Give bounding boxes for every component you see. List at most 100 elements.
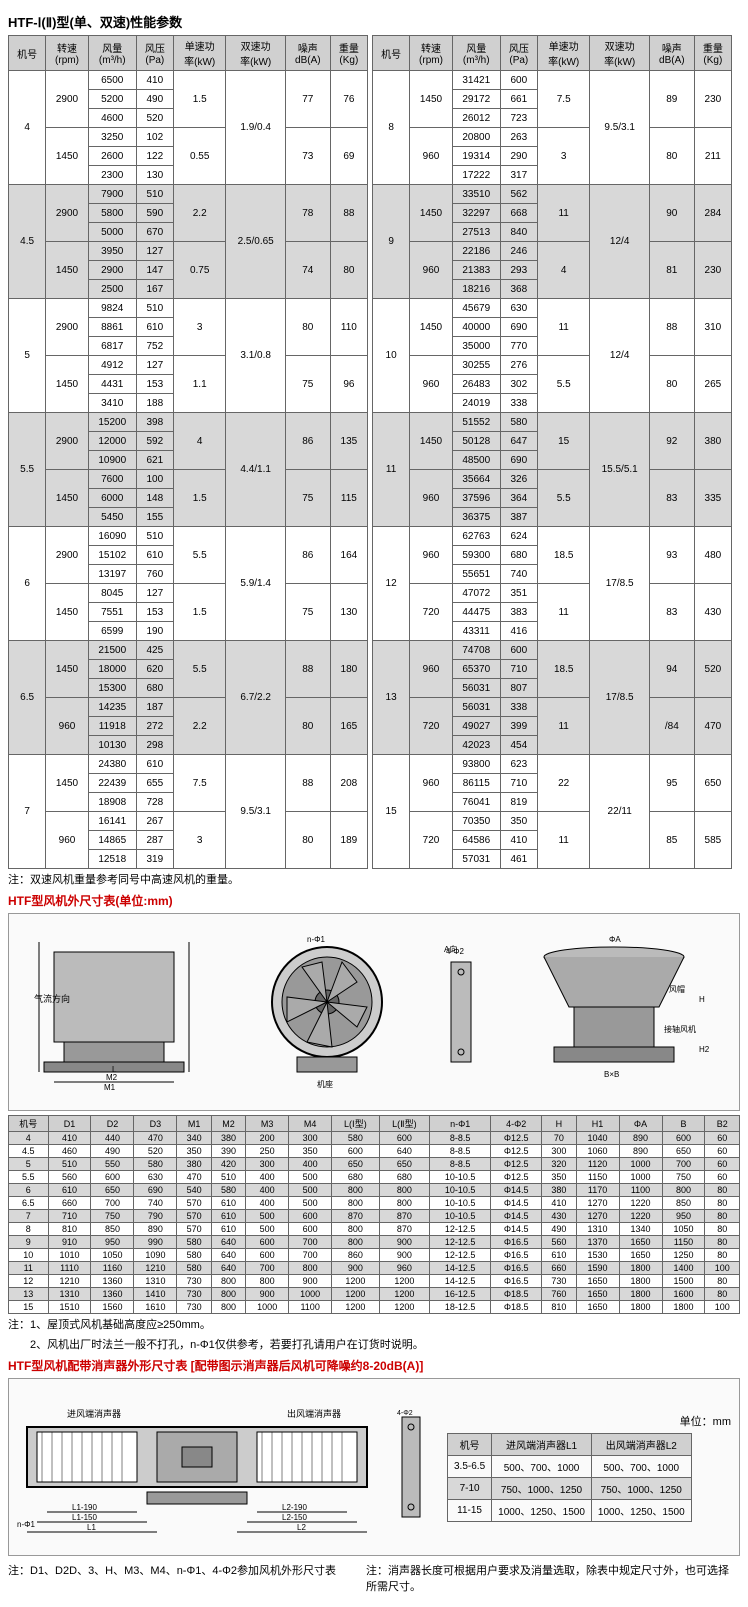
dimension-diagram: 气流方向 M1 M2 L 机座 n-Φ1 4-Φ2 A向 风帽 接轴风机 B×B… xyxy=(8,913,740,1111)
single-power-cell: 5.5 xyxy=(537,470,590,527)
rpm-cell: 1450 xyxy=(410,71,453,128)
single-power-cell: 22 xyxy=(537,755,590,812)
perf-header: 噪声dB(A) xyxy=(285,36,330,71)
noise-cell: 75 xyxy=(285,584,330,641)
pressure-cell: 368 xyxy=(500,280,537,299)
pressure-cell: 510 xyxy=(136,185,173,204)
model-cell: 6 xyxy=(9,527,46,641)
dim-cell: 800 xyxy=(332,1197,379,1210)
pressure-cell: 600 xyxy=(500,641,537,660)
dim-cell: 60 xyxy=(705,1158,740,1171)
pressure-cell: 620 xyxy=(136,660,173,679)
dim-cell: 580 xyxy=(177,1262,211,1275)
dim-cell: 900 xyxy=(379,1236,430,1249)
dim-cell: 390 xyxy=(211,1145,245,1158)
dim-cell: 7 xyxy=(9,1210,49,1223)
pressure-cell: 562 xyxy=(500,185,537,204)
dim-cell: 70 xyxy=(542,1132,576,1145)
dim-cell: 1210 xyxy=(134,1262,177,1275)
front-view-diagram: 机座 n-Φ1 xyxy=(247,932,407,1092)
flow-cell: 30255 xyxy=(452,356,500,375)
dim-cell: 890 xyxy=(619,1132,662,1145)
noise-cell: 83 xyxy=(649,470,694,527)
rpm-cell: 960 xyxy=(410,641,453,698)
dim-cell: 350 xyxy=(289,1145,332,1158)
dim-cell: 630 xyxy=(134,1171,177,1184)
perf-table-right: 机号转速(rpm)风量(m³/h)风压(Pa)单速功率(kW)双速功率(kW)噪… xyxy=(372,35,732,869)
dim-cell: 810 xyxy=(542,1301,576,1314)
single-power-cell: 5.5 xyxy=(173,641,226,698)
dim-cell: 1650 xyxy=(576,1288,619,1301)
pressure-cell: 290 xyxy=(500,147,537,166)
dim-cell: 1800 xyxy=(619,1288,662,1301)
sil-cell: 500、700、1000 xyxy=(591,1455,691,1477)
pressure-cell: 690 xyxy=(500,451,537,470)
dim-cell: 600 xyxy=(246,1236,289,1249)
sil-cell: 3.5-6.5 xyxy=(448,1455,492,1477)
noise-cell: 80 xyxy=(285,812,330,869)
dim-cell: 5 xyxy=(9,1158,49,1171)
rpm-cell: 720 xyxy=(410,584,453,641)
note-3: 2、风机出厂时法兰一般不打孔，n-Φ1仅供参考，若要打孔请用户在订货时说明。 xyxy=(8,1338,740,1353)
single-power-cell: 5.5 xyxy=(173,527,226,584)
svg-text:风帽: 风帽 xyxy=(669,984,685,994)
flow-cell: 55651 xyxy=(452,565,500,584)
dim-cell: 1000 xyxy=(246,1301,289,1314)
dim-cell: 80 xyxy=(705,1223,740,1236)
weight-cell: 265 xyxy=(694,356,731,413)
svg-text:L2: L2 xyxy=(297,1523,306,1532)
flow-cell: 74708 xyxy=(452,641,500,660)
sil-cell: 1000、1250、1500 xyxy=(591,1499,691,1521)
weight-cell: 208 xyxy=(330,755,367,812)
svg-text:机座: 机座 xyxy=(317,1079,333,1089)
unit-label: 单位：mm xyxy=(447,1413,731,1429)
pressure-cell: 610 xyxy=(136,318,173,337)
dim-cell: Φ16.5 xyxy=(491,1249,542,1262)
dim-cell: 790 xyxy=(134,1210,177,1223)
weight-cell: 230 xyxy=(694,242,731,299)
note-1: 注：双速风机重量参考同号中高速风机的重量。 xyxy=(8,873,740,888)
flow-cell: 4600 xyxy=(88,109,136,128)
pressure-cell: 624 xyxy=(500,527,537,546)
dim-cell: 740 xyxy=(134,1197,177,1210)
noise-cell: 88 xyxy=(285,641,330,698)
dim-cell: 700 xyxy=(91,1197,134,1210)
rpm-cell: 1450 xyxy=(46,356,89,413)
dim-cell: 950 xyxy=(91,1236,134,1249)
dim-cell: 1600 xyxy=(662,1288,705,1301)
flow-cell: 33510 xyxy=(452,185,500,204)
flow-cell: 51552 xyxy=(452,413,500,432)
dim-cell: 1000 xyxy=(289,1288,332,1301)
flow-cell: 86115 xyxy=(452,774,500,793)
dim-cell: 60 xyxy=(705,1171,740,1184)
dual-power-cell: 2.5/0.65 xyxy=(226,185,285,299)
dim-header: D3 xyxy=(134,1116,177,1132)
pressure-cell: 398 xyxy=(136,413,173,432)
silencer-table: 机号进风端消声器L1出风端消声器L23.5-6.5500、700、1000500… xyxy=(447,1433,692,1522)
flow-cell: 6500 xyxy=(88,71,136,90)
svg-text:A向: A向 xyxy=(444,944,457,954)
weight-cell: 310 xyxy=(694,299,731,356)
single-power-cell: 0.55 xyxy=(173,128,226,185)
single-power-cell: 18.5 xyxy=(537,527,590,584)
dimension-table: 机号D1D2D3M1M2M3M4L(Ⅰ型)L(Ⅱ型)n-Φ14-Φ2HH1ΦAB… xyxy=(8,1115,740,1314)
dim-cell: 1800 xyxy=(662,1301,705,1314)
pressure-cell: 819 xyxy=(500,793,537,812)
flow-cell: 26483 xyxy=(452,375,500,394)
single-power-cell: 4 xyxy=(173,413,226,470)
dim-cell: 10-10.5 xyxy=(430,1171,491,1184)
flow-cell: 62763 xyxy=(452,527,500,546)
dim-cell: 520 xyxy=(134,1145,177,1158)
note-4: 注：D1、D2D、3、H、M3、M4、n-Φ1、4-Φ2参加风机外形尺寸表 xyxy=(8,1564,336,1595)
dim-cell: 890 xyxy=(134,1223,177,1236)
rpm-cell: 2900 xyxy=(46,299,89,356)
single-power-cell: 18.5 xyxy=(537,641,590,698)
dim-cell: 800 xyxy=(211,1288,245,1301)
flow-cell: 27513 xyxy=(452,223,500,242)
dim-cell: 800 xyxy=(211,1301,245,1314)
flow-cell: 57031 xyxy=(452,850,500,869)
pressure-cell: 621 xyxy=(136,451,173,470)
dim-cell: 1220 xyxy=(619,1197,662,1210)
pressure-cell: 246 xyxy=(500,242,537,261)
dim-cell: 540 xyxy=(177,1184,211,1197)
